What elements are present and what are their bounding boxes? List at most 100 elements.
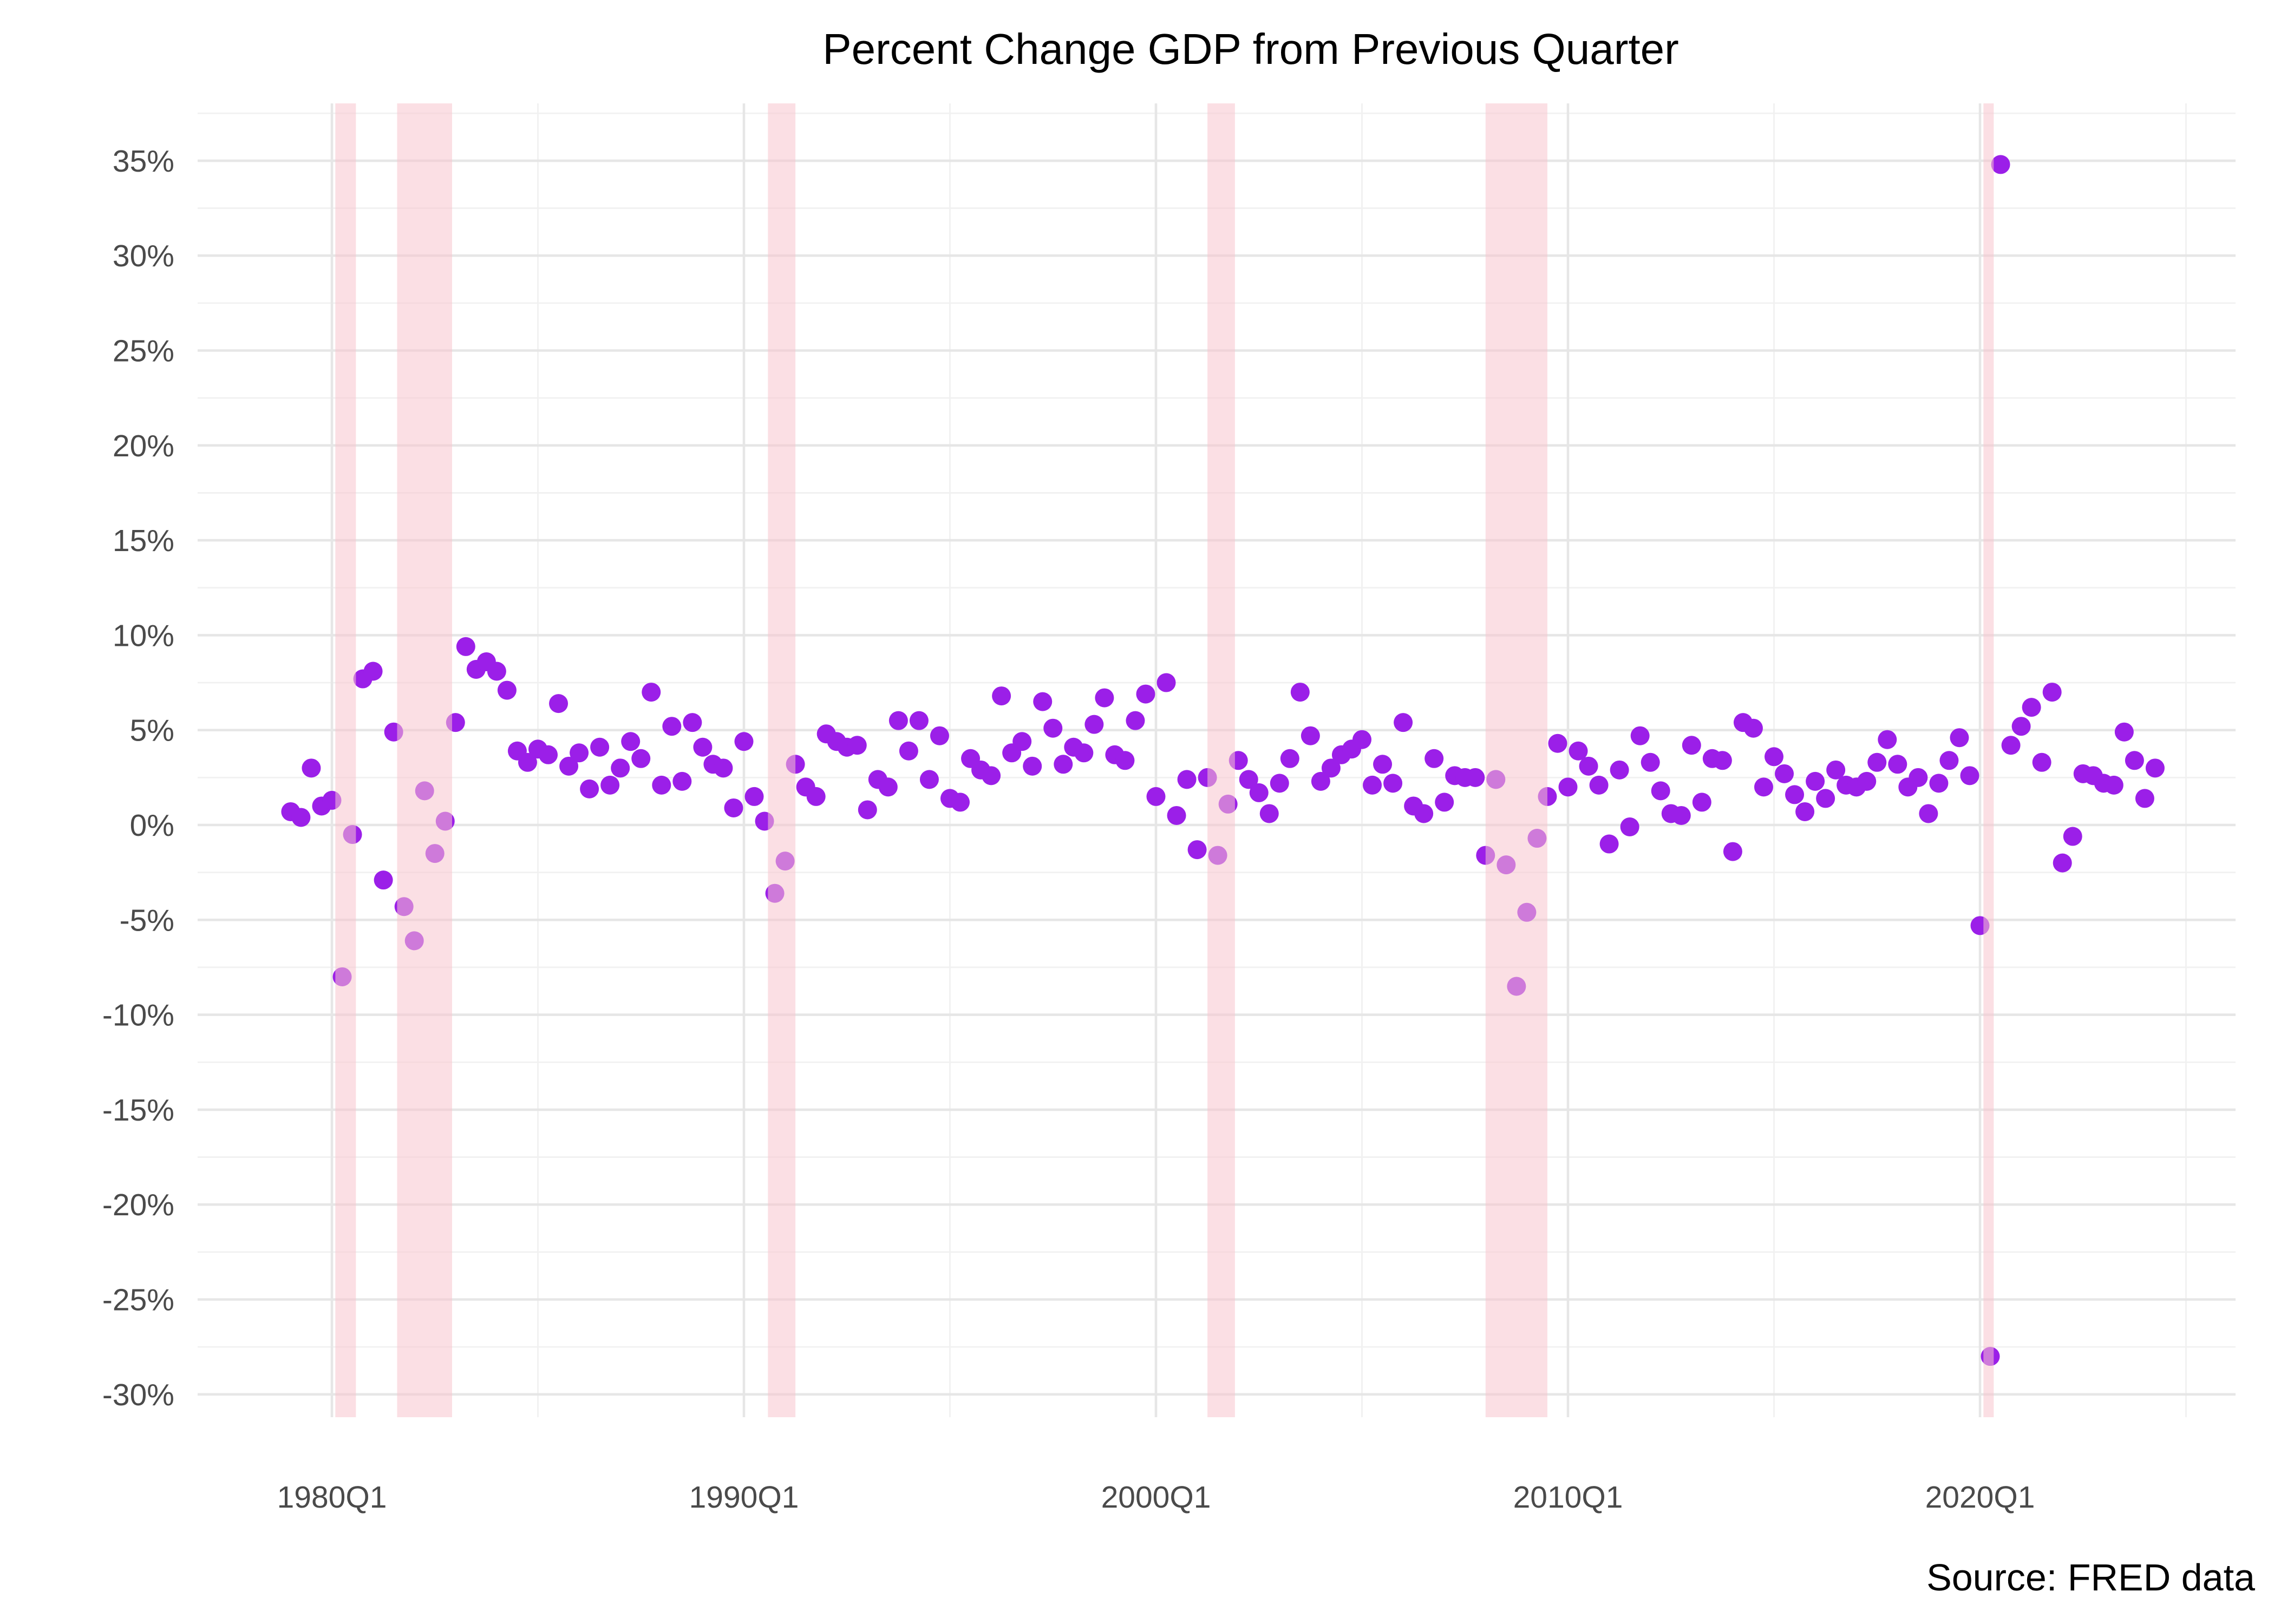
data-point <box>1558 777 1578 797</box>
x-axis-tick-labels: 1980Q1 1990Q1 2000Q1 2010Q1 2020Q1 <box>277 1480 2035 1515</box>
y-tick-label: 5% <box>130 713 174 748</box>
data-point <box>600 775 620 795</box>
data-point <box>1383 774 1403 793</box>
data-point <box>672 771 692 791</box>
recession-band <box>1983 103 1994 1417</box>
data-point <box>1321 758 1341 778</box>
data-point <box>570 743 589 763</box>
data-point <box>1414 804 1434 823</box>
data-point <box>1671 806 1691 825</box>
data-point <box>2011 717 2031 736</box>
data-point <box>1743 718 1763 738</box>
data-point <box>1569 741 1588 761</box>
data-point <box>1373 755 1393 774</box>
data-point <box>2042 683 2062 702</box>
y-tick-label: 25% <box>113 334 174 369</box>
data-point <box>611 758 630 778</box>
data-point <box>1929 774 1949 793</box>
y-tick-label: -20% <box>102 1188 174 1222</box>
data-point <box>2135 789 2154 808</box>
data-point <box>1867 752 1887 772</box>
data-point <box>744 787 764 806</box>
y-axis-tick-labels: 35% 30% 25% 20% 15% 10% 5% 0% -5% -10% -15% -20% -25… <box>102 144 174 1412</box>
data-point <box>888 711 908 730</box>
data-point <box>930 726 949 745</box>
data-point <box>1115 751 1135 770</box>
data-point <box>1352 730 1371 749</box>
data-point <box>1909 768 1928 787</box>
data-point <box>1692 793 1711 812</box>
data-point <box>1826 760 1846 780</box>
data-point <box>858 800 877 820</box>
data-point <box>2022 698 2041 717</box>
data-point <box>2063 827 2082 846</box>
data-point <box>1754 777 1773 797</box>
data-point <box>982 766 1001 785</box>
data-point <box>806 787 826 806</box>
data-point <box>2001 736 2021 755</box>
data-point <box>1765 747 1783 767</box>
data-point <box>497 680 517 700</box>
data-point <box>1888 755 1907 774</box>
data-point <box>734 732 754 751</box>
data-point <box>1394 713 1413 732</box>
recession-band <box>1485 103 1547 1417</box>
x-tick-label: 2000Q1 <box>1101 1480 1211 1515</box>
data-point <box>919 770 939 789</box>
data-point <box>1713 751 1732 770</box>
x-tick-label: 2020Q1 <box>1925 1480 2035 1515</box>
data-point <box>1136 684 1155 704</box>
data-point <box>1126 711 1145 730</box>
y-tick-label: 35% <box>113 144 174 179</box>
data-point <box>1146 787 1166 806</box>
data-point <box>909 711 929 730</box>
data-point <box>363 662 383 681</box>
data-point <box>1012 732 1032 751</box>
data-point <box>518 752 537 772</box>
data-point <box>291 808 311 827</box>
data-point <box>1548 734 1567 753</box>
y-tick-label: 10% <box>113 618 174 653</box>
data-point <box>693 737 713 757</box>
x-tick-label: 1990Q1 <box>689 1480 799 1515</box>
data-point <box>1424 749 1444 768</box>
data-point <box>1950 728 1969 748</box>
data-point <box>2032 752 2051 772</box>
data-point <box>1290 683 1310 702</box>
y-tick-label: -10% <box>102 998 174 1033</box>
data-point <box>1156 673 1176 692</box>
data-point <box>1795 802 1815 821</box>
data-point <box>1301 726 1320 745</box>
data-point <box>302 758 321 778</box>
data-point <box>1270 774 1289 793</box>
data-point <box>1466 768 1485 787</box>
data-point <box>1187 840 1207 860</box>
data-point <box>951 793 970 812</box>
data-point <box>1620 817 1639 837</box>
data-point <box>1816 789 1835 808</box>
data-point <box>899 741 918 761</box>
data-point <box>1806 771 1825 791</box>
y-tick-label: -30% <box>102 1378 174 1412</box>
data-point <box>374 870 393 890</box>
data-point <box>2145 758 2165 778</box>
recession-band <box>397 103 452 1417</box>
data-point <box>1723 842 1742 861</box>
data-point <box>1259 804 1279 823</box>
page-title: Percent Change GDP from Previous Quarter <box>822 25 1678 73</box>
data-point <box>1857 771 1877 791</box>
data-point <box>549 694 568 713</box>
recession-band <box>1207 103 1235 1417</box>
data-point <box>1579 756 1598 776</box>
x-tick-label: 1980Q1 <box>277 1480 387 1515</box>
data-point <box>631 749 651 768</box>
data-point <box>559 756 579 776</box>
data-point <box>1095 688 1114 708</box>
data-point <box>1641 752 1660 772</box>
data-point <box>1435 793 1454 812</box>
data-point <box>539 745 558 764</box>
recession-band <box>335 103 356 1417</box>
data-point <box>724 798 743 817</box>
data-point <box>621 732 641 751</box>
